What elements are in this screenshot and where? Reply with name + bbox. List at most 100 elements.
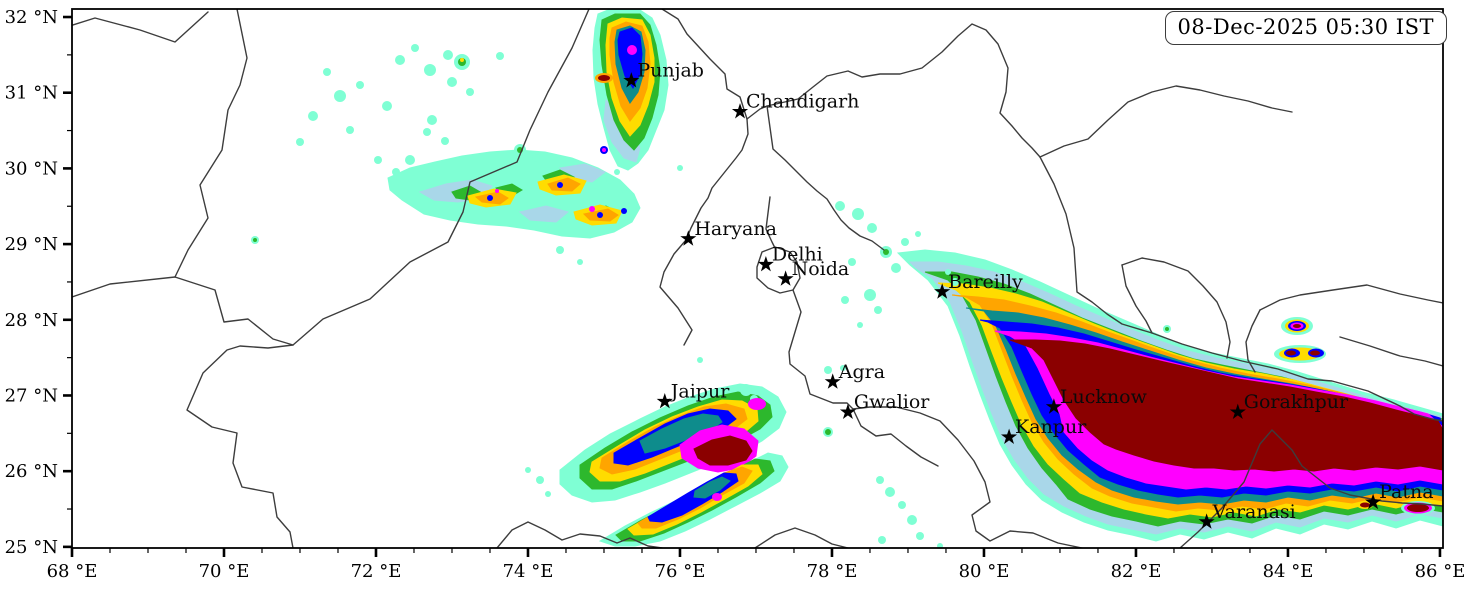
state-boundary-line [186,9,590,548]
y-axis-tick-label: 27 °N [5,385,58,406]
contour-region-teal [639,413,723,454]
x-axis-tick-label: 78 °E [807,561,858,582]
state-boundary-line [1121,257,1231,359]
map-frame [71,8,1444,549]
contour-spot-aqua [945,269,951,275]
contour-spot-aqua [443,50,453,60]
contour-layer [251,9,1443,548]
city-marker-lucknow: Lucknow [1045,386,1148,414]
x-axis-tick-label: 80 °E [959,561,1010,582]
contour-cell-darkred [598,75,610,81]
city-label: Haryana [694,218,777,240]
contour-spot-aqua [740,384,752,396]
x-axis-tick-label: 74 °E [503,561,554,582]
contour-spot-aqua [525,467,531,473]
city-label: Varanasi [1212,501,1296,523]
contour-spot-aqua [308,111,318,121]
contour-region-teal [693,476,731,499]
contour-cell-magenta [748,398,766,410]
state-boundary-line [1179,429,1443,548]
contour-cell-darkred [1286,350,1296,356]
contour-spot-aqua [423,128,431,136]
state-boundary-line [1121,264,1153,334]
contour-spot-aqua [296,138,304,146]
contour-spot-aqua [447,77,457,87]
star-icon [824,373,841,389]
star-icon [1001,428,1018,444]
state-boundary-line [72,11,209,43]
contour-spot-aqua [915,231,921,237]
contour-spot-magenta [602,148,606,152]
contour-spot-green [1165,327,1169,331]
y-axis-tick-label: 30 °N [5,158,58,179]
star-icon [1229,403,1246,419]
city-label: Noida [792,258,850,280]
contour-spot-blue [487,195,493,201]
city-marker-agra: Agra [824,361,885,389]
contour-spot-aqua [411,44,419,52]
contour-spot-blue [621,208,627,214]
timestamp-label: 08-Dec-2025 05:30 IST [1177,15,1434,39]
contour-cell-darkred [1360,502,1370,508]
city-label: Bareilly [948,271,1023,293]
contour-spot-aqua [334,90,346,102]
y-axis-tick-label: 26 °N [5,461,58,482]
contour-spot-aqua [614,169,620,175]
contour-spot-aqua [496,52,504,60]
star-icon [839,403,856,419]
contour-spot-aqua [824,366,832,374]
state-boundary-line [661,9,1041,158]
city-marker-haryana: Haryana [680,218,777,246]
city-label: Gorakhpur [1244,391,1349,413]
contour-spot-aqua [356,81,364,89]
city-marker-noida: Noida [777,258,850,286]
contour-spot-aqua [907,515,917,525]
x-axis-tick-label: 68 °E [47,561,98,582]
contour-region-blue [617,27,643,89]
state-boundary-line [72,276,176,298]
contour-spot-aqua [852,208,864,220]
city-marker-kanpur: Kanpur [1001,416,1087,444]
x-axis-tick-label: 86 °E [1415,561,1466,582]
city-label: Agra [838,361,885,383]
contour-spot-aqua [424,64,436,76]
state-boundary-line [754,527,849,548]
state-boundary-line [1259,284,1443,311]
contour-spot-aqua [841,296,849,304]
star-icon [680,230,697,246]
contour-spot-aqua [577,259,583,265]
state-boundary-line [496,521,663,548]
city-marker-punjab: Punjab [623,60,704,88]
x-axis-tick-label: 82 °E [1111,561,1162,582]
contour-spot-magenta [495,189,499,193]
contour-spot-aqua [323,68,331,76]
city-label: Punjab [637,60,704,82]
x-axis-tick-label: 84 °E [1263,561,1314,582]
y-axis-tick-label: 29 °N [5,234,58,255]
contour-spot-aqua [876,476,884,484]
contour-spot-blue [597,212,603,218]
city-marker-gorakhpur: Gorakhpur [1229,391,1349,419]
state-boundary-line [174,9,248,278]
state-boundary-line [1339,336,1443,367]
state-boundary-line [765,196,776,249]
contour-region-darkred [693,435,753,466]
contour-spot-aqua [840,365,846,371]
contour-spot-aqua [556,246,564,254]
contour-spot-aqua [382,101,392,111]
state-boundary-line [852,408,939,467]
city-label: Kanpur [1015,416,1087,438]
contour-spot-aqua [874,306,882,314]
state-boundary-line [1039,85,1293,158]
contour-spot-aqua [466,88,474,96]
x-axis-tick-label: 72 °E [351,561,402,582]
contour-cell-darkred [1293,324,1301,328]
contour-spot-aqua [545,491,551,497]
city-label: Patna [1379,481,1433,503]
city-marker-delhi: Delhi [757,244,823,272]
contour-spot-aqua [891,263,901,273]
contour-spot-aqua [346,126,354,134]
star-icon [777,270,794,286]
contour-spot-aqua [864,289,876,301]
